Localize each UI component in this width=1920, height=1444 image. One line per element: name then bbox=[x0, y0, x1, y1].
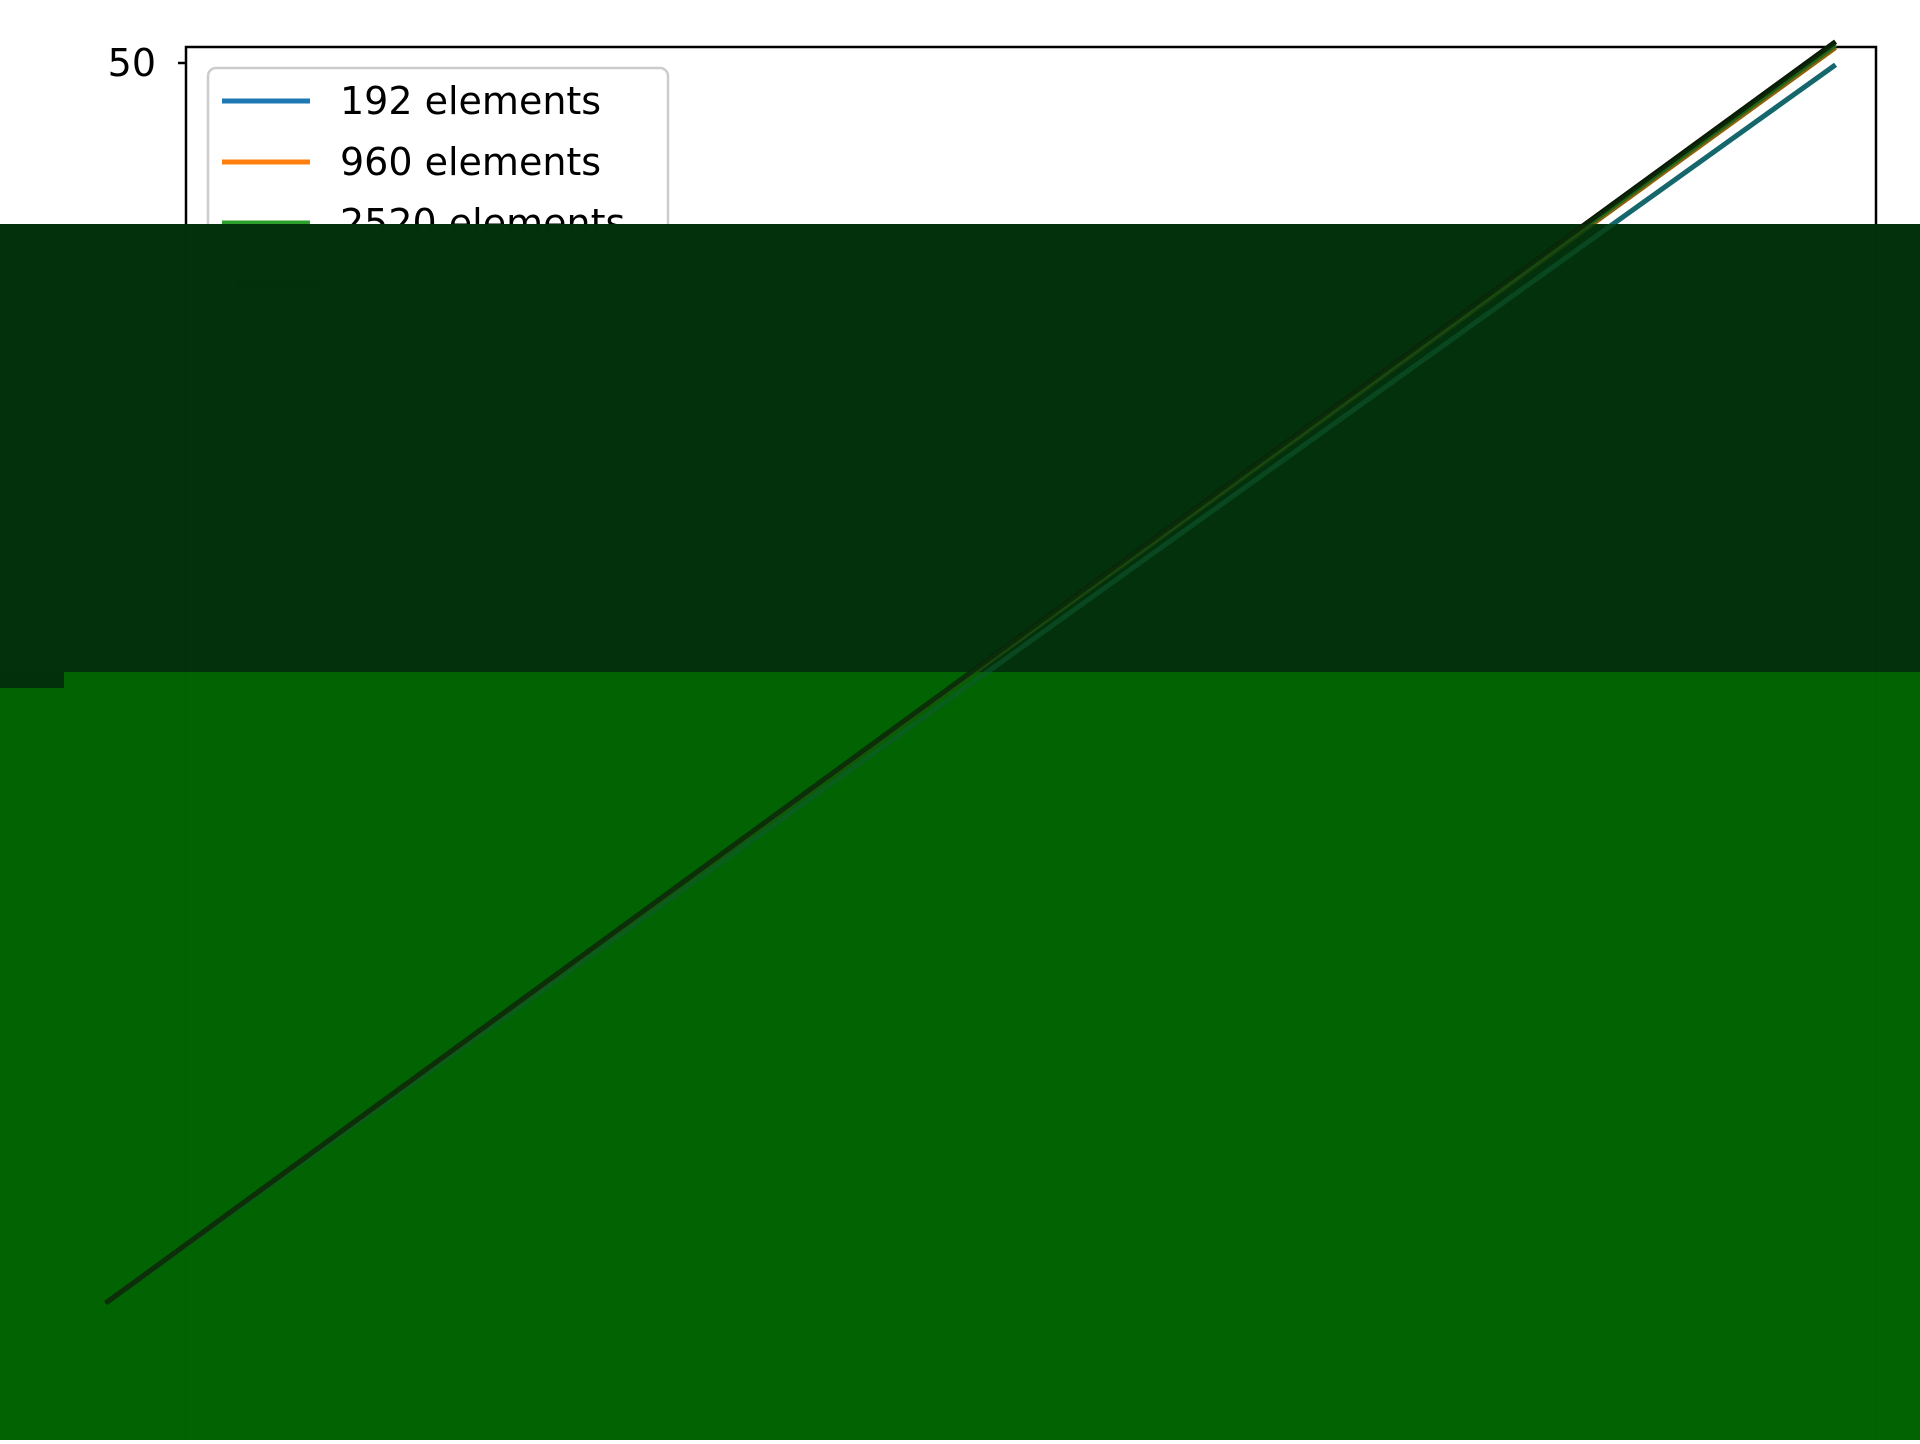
series-line-overlay-5 bbox=[104, 39, 1837, 1306]
y-tick-label: 50 bbox=[108, 41, 156, 85]
overlay-top-band bbox=[0, 224, 1920, 672]
legend-label-series-2: 960 elements bbox=[340, 140, 601, 184]
series-over-layer bbox=[104, 39, 1837, 1306]
overlay-bottom-band bbox=[0, 672, 1920, 1440]
legend-label-series-1: 192 elements bbox=[340, 79, 601, 123]
overlay-notch bbox=[0, 672, 64, 688]
